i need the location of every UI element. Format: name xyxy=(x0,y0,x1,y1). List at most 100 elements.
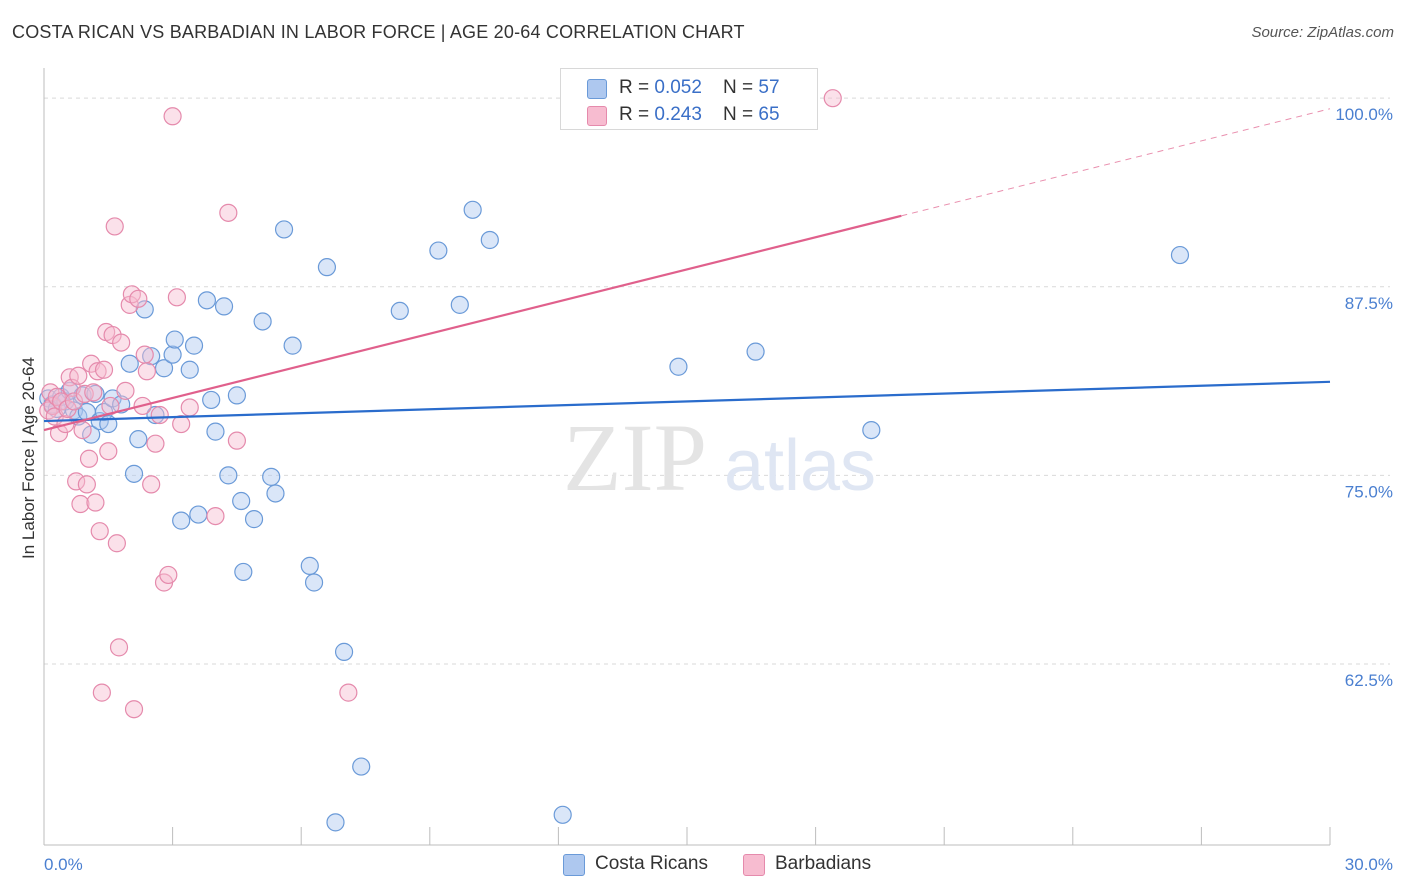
barbadian-point-27 xyxy=(99,442,118,461)
series-barbadians xyxy=(39,89,842,719)
bottom-legend-label-blue: Costa Ricans xyxy=(595,853,708,874)
barbadian-point-53 xyxy=(227,431,246,450)
costa-rican-point-44 xyxy=(300,556,319,575)
costa-rican-point-31 xyxy=(202,390,221,410)
barbadian-point-51 xyxy=(206,506,225,526)
y-axis-label: In Labor Force | Age 20-64 xyxy=(19,357,38,559)
costa-rican-point-41 xyxy=(266,484,285,503)
barbadian-point-33 xyxy=(112,333,131,352)
barbadian-point-52 xyxy=(219,203,238,222)
costa-rican-point-27 xyxy=(180,360,199,379)
barbadian-point-23 xyxy=(90,522,109,541)
costa-rican-trend-line xyxy=(43,380,1331,423)
costa-rican-point-43 xyxy=(283,336,302,355)
costa-rican-point-52 xyxy=(450,295,469,314)
barbadian-point-8 xyxy=(58,399,77,419)
barbadian-point-22 xyxy=(88,362,107,381)
costa-rican-point-36 xyxy=(232,491,251,511)
barbadian-point-21 xyxy=(86,493,105,512)
barbadian-point-48 xyxy=(167,288,186,307)
legend-text-pink: R = 0.243 N = 65 xyxy=(619,104,780,125)
barbadian-point-44 xyxy=(150,405,169,425)
costa-rican-point-58 xyxy=(862,420,881,440)
costa-rican-point-10 xyxy=(82,425,101,444)
costa-rican-point-53 xyxy=(463,200,482,219)
barbadian-point-38 xyxy=(129,289,148,308)
barbadian-point-6 xyxy=(52,392,71,411)
legend-swatch-pink xyxy=(587,106,607,126)
barbadian-point-5 xyxy=(49,424,69,443)
barbadian-point-49 xyxy=(172,414,191,434)
barbadian-point-32 xyxy=(109,638,129,657)
barbadian-point-31 xyxy=(107,534,126,553)
costa-rican-point-56 xyxy=(669,357,688,376)
y-tick-label-3: 62.5% xyxy=(1345,671,1393,690)
costa-rican-point-33 xyxy=(214,297,234,316)
costa-rican-point-34 xyxy=(219,466,238,485)
costa-rican-point-42 xyxy=(274,220,294,239)
costa-rican-point-48 xyxy=(334,642,354,661)
costa-rican-point-19 xyxy=(129,430,148,449)
series-costa-ricans xyxy=(39,200,1190,832)
costa-rican-point-29 xyxy=(189,505,208,524)
watermark: ZIP atlas xyxy=(563,404,876,511)
costa-rican-point-51 xyxy=(429,241,448,260)
bottom-legend-swatch-pink xyxy=(743,854,765,876)
costa-rican-point-23 xyxy=(154,359,174,378)
x-tick-label-1: 30.0% xyxy=(1345,855,1393,874)
barbadian-point-18 xyxy=(79,449,99,468)
costa-rican-point-54 xyxy=(480,230,499,250)
barbadian-point-34 xyxy=(116,381,135,400)
barbadian-trend-line xyxy=(43,214,902,432)
costa-rican-point-22 xyxy=(146,405,165,425)
watermark-zip: ZIP xyxy=(563,404,707,511)
barbadian-point-42 xyxy=(142,475,161,494)
costa-rican-point-35 xyxy=(227,386,246,405)
y-tick-label-0: 100.0% xyxy=(1335,105,1393,124)
barbadian-point-37 xyxy=(124,700,144,719)
stats-legend: R = 0.052 N = 57 R = 0.243 N = 65 xyxy=(560,68,818,130)
axes xyxy=(43,68,1331,846)
barbadian-point-46 xyxy=(159,565,178,585)
costa-rican-point-17 xyxy=(120,354,139,373)
barbadian-point-55 xyxy=(823,89,842,108)
costa-rican-point-21 xyxy=(142,347,161,366)
costa-rican-point-32 xyxy=(206,422,225,441)
chart-title: COSTA RICAN VS BARBADIAN IN LABOR FORCE … xyxy=(12,22,745,42)
legend-swatch-blue xyxy=(587,79,607,99)
y-tick-label-1: 87.5% xyxy=(1345,294,1393,313)
barbadian-point-20 xyxy=(84,383,103,402)
costa-rican-point-37 xyxy=(234,562,253,582)
costa-rican-point-28 xyxy=(184,336,204,355)
costa-rican-point-26 xyxy=(172,511,191,530)
costa-rican-point-40 xyxy=(262,467,281,486)
barbadian-point-11 xyxy=(64,392,84,411)
costa-rican-point-59 xyxy=(1170,245,1190,265)
watermark-atlas: atlas xyxy=(724,426,876,506)
costa-rican-point-46 xyxy=(317,258,337,277)
costa-rican-point-55 xyxy=(553,805,572,824)
barbadian-point-15 xyxy=(73,420,92,440)
costa-rican-point-18 xyxy=(124,464,144,483)
barbadian-point-50 xyxy=(180,398,199,417)
trend-lines xyxy=(43,108,1331,432)
barbadian-point-17 xyxy=(77,475,96,494)
barbadian-trend-extension xyxy=(901,108,1331,217)
barbadian-point-14 xyxy=(71,494,90,514)
bottom-legend-label-pink: Barbadians xyxy=(775,853,872,874)
barbadian-point-30 xyxy=(105,217,124,236)
costa-rican-point-24 xyxy=(163,345,182,364)
costa-rican-point-38 xyxy=(244,510,264,529)
costa-rican-point-57 xyxy=(746,342,765,361)
costa-rican-point-45 xyxy=(304,573,324,592)
barbadian-point-25 xyxy=(94,360,114,379)
barbadian-point-43 xyxy=(146,434,165,453)
source-credit: Source: ZipAtlas.com xyxy=(1251,24,1394,41)
y-tick-labels: 100.0% 87.5% 75.0% 62.5% xyxy=(1335,105,1393,690)
barbadian-point-54 xyxy=(339,683,358,702)
barbadian-point-47 xyxy=(163,107,182,126)
costa-rican-point-49 xyxy=(352,757,371,776)
barbadian-point-13 xyxy=(69,366,88,385)
barbadian-point-24 xyxy=(92,683,111,702)
y-tick-label-2: 75.0% xyxy=(1345,482,1393,501)
